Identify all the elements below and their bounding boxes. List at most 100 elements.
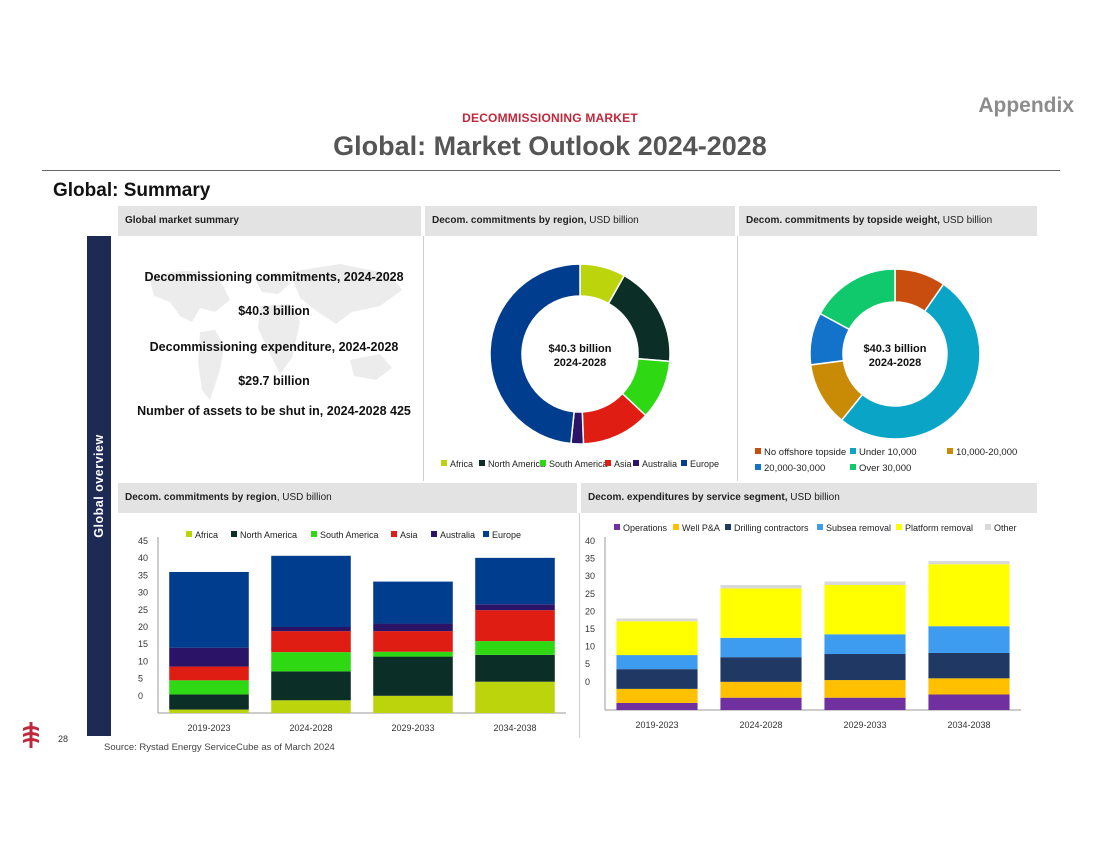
bar-other-2029-2033	[824, 581, 906, 586]
bar-other-2024-2028	[720, 585, 802, 589]
bar-australia-2024-2028	[271, 627, 351, 632]
bar-well-p-a-2034-2038	[928, 678, 1010, 695]
legend-swatch-platform-removal	[896, 524, 902, 530]
legend-label-asia: Asia	[614, 459, 632, 469]
legend-swatch-australia	[633, 460, 639, 466]
legend-swatch-20-000-30-000	[755, 464, 761, 470]
legend-swatch-under-10-000	[850, 448, 856, 454]
x-tick-label: 2024-2028	[289, 723, 332, 733]
legend-swatch-north-america	[231, 531, 237, 537]
legend-label-no-offshore-topside: No offshore topside	[764, 447, 846, 458]
panel-header-bold: Decom. expenditures by service segment,	[588, 492, 788, 503]
bar-africa-2029-2033	[373, 695, 453, 713]
bar-well-p-a-2029-2033	[824, 680, 906, 698]
bar-operations-2029-2033	[824, 697, 906, 710]
legend-label-well-p-a: Well P&A	[682, 523, 720, 533]
x-tick-label: 2029-2033	[391, 723, 434, 733]
legend-swatch-south-america	[540, 460, 546, 466]
legend-swatch-no-offshore-topside	[755, 448, 761, 454]
bar-subsea-removal-2019-2023	[616, 655, 698, 670]
bar-platform-removal-2019-2023	[616, 621, 698, 656]
bar-asia-2024-2028	[271, 631, 351, 653]
y-tick-label: 25	[585, 589, 595, 599]
legend-label-south-america: South America	[320, 530, 379, 540]
legend-label-platform-removal: Platform removal	[905, 523, 973, 533]
legend-swatch-asia	[605, 460, 611, 466]
bar-north-america-2029-2033	[373, 656, 453, 696]
weight-donut-chart: No offshore topside Under 10,000 10,000-20…	[755, 268, 1017, 474]
x-tick-label: 2019-2023	[635, 720, 678, 730]
panel-header-unit: USD billion	[939, 215, 993, 226]
y-tick-label: 0	[585, 677, 590, 687]
bar-drilling-contractors-2019-2023	[616, 669, 698, 689]
legend-label-subsea-removal: Subsea removal	[826, 523, 891, 533]
bar-drilling-contractors-2029-2033	[824, 654, 906, 681]
y-tick-label: 20	[138, 622, 148, 632]
bar-drilling-contractors-2034-2038	[928, 652, 1010, 679]
legend-swatch-10-000-20-000	[947, 448, 953, 454]
bar-other-2019-2023	[616, 618, 698, 622]
bar-platform-removal-2024-2028	[720, 588, 802, 638]
sidebar-label-wrap: Global overview	[87, 236, 111, 736]
section-title: Global: Summary	[53, 180, 211, 201]
region-stacked-bar-chart: 0 5 10 15 20 25 30 35 40 45 2019-2023 2024-2028 2029…	[138, 530, 566, 733]
region-donut-chart: Africa North America South America Asia Aust…	[441, 263, 719, 469]
panel-divider	[737, 236, 738, 481]
bar-subsea-removal-2029-2033	[824, 634, 906, 655]
x-tick-label: 2024-2028	[739, 720, 782, 730]
x-tick-label: 2034-2038	[947, 720, 990, 730]
legend-swatch-australia	[431, 531, 437, 537]
legend-label-under-10-000: Under 10,000	[859, 447, 917, 458]
legend-label-africa: Africa	[195, 530, 218, 540]
x-tick-label: 2029-2033	[843, 720, 886, 730]
bar-north-america-2034-2038	[475, 654, 555, 682]
y-tick-label: 10	[585, 642, 595, 652]
bar-asia-2029-2033	[373, 631, 453, 652]
y-tick-label: 45	[138, 536, 148, 546]
page-number: 28	[58, 734, 69, 744]
summary-expenditure-label: Decommissioning expenditure, 2024-2028	[149, 340, 399, 354]
legend-label-north-america: North America	[240, 530, 297, 540]
panel-header-bold: Decom. commitments by region	[125, 492, 277, 503]
legend-swatch-north-america	[479, 460, 485, 466]
bar-operations-2019-2023	[616, 702, 698, 710]
region-donut-center-label: $40.3 billion 2024-2028	[530, 342, 630, 370]
bar-south-america-2029-2033	[373, 651, 453, 657]
donut-slice-europe	[489, 263, 581, 445]
section-kicker: DECOMMISSIONING MARKET	[462, 111, 638, 125]
bar-south-america-2024-2028	[271, 652, 351, 672]
y-tick-label: 35	[585, 554, 595, 564]
y-tick-label: 5	[585, 659, 590, 669]
panel-header-unit: USD billion	[787, 492, 840, 503]
legend-label-africa: Africa	[450, 459, 473, 469]
panel-header-bold: Decom. commitments by topside weight,	[746, 215, 940, 226]
bar-africa-2034-2038	[475, 681, 555, 713]
bar-drilling-contractors-2024-2028	[720, 657, 802, 682]
segment-stacked-bar-chart: 0 5 10 15 20 25 30 35 40 2019-2023 2024-2028 2029-2…	[585, 523, 1021, 730]
legend-swatch-asia	[391, 531, 397, 537]
x-tick-label: 2034-2038	[493, 723, 536, 733]
legend-label-20-000-30-000: 20,000-30,000	[764, 463, 825, 474]
legend-swatch-drilling-contractors	[725, 524, 731, 530]
panel-header-unit: USD billion	[586, 215, 639, 226]
donut-center-value: $40.3 billion	[863, 343, 927, 355]
summary-assets-line: Number of assets to be shut in, 2024-202…	[137, 404, 411, 418]
bar-subsea-removal-2024-2028	[720, 637, 802, 658]
y-tick-label: 25	[138, 605, 148, 615]
y-tick-label: 30	[138, 588, 148, 598]
panel-divider	[579, 513, 580, 738]
world-map-background	[150, 264, 402, 400]
bar-subsea-removal-2034-2038	[928, 626, 1010, 653]
panel-header-bold: Decom. commitments by region,	[432, 215, 587, 226]
y-tick-label: 15	[138, 639, 148, 649]
panel-header-summary-text: Global market summary	[125, 215, 239, 226]
bar-platform-removal-2029-2033	[824, 585, 906, 635]
bar-australia-2019-2023	[169, 647, 249, 667]
legend-label-north-america: North America	[488, 459, 545, 469]
summary-commitments-value: $40.3 billion	[238, 304, 310, 318]
panel-divider	[423, 236, 424, 481]
donut-slice-over-30-000	[819, 268, 896, 331]
y-tick-label: 20	[585, 606, 595, 616]
bar-asia-2019-2023	[169, 666, 249, 681]
bar-well-p-a-2024-2028	[720, 681, 802, 698]
